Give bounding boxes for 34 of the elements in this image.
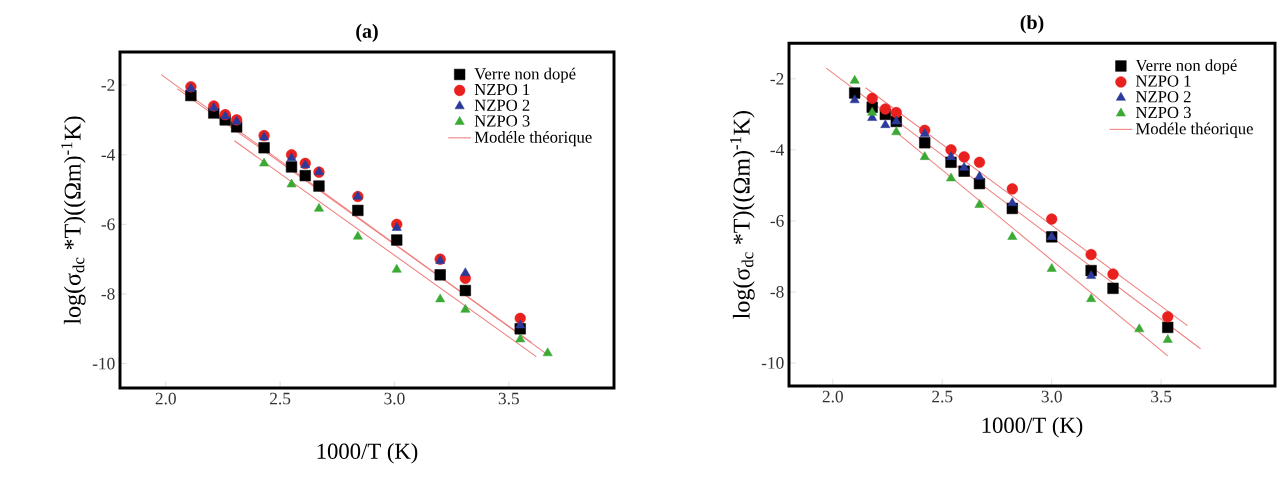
y-axis-title: log(σ$_{dc}$ *T)((Ωm)$^{-1}$K): [730, 111, 755, 319]
y-axis-title: log(σ$_{dc}$ *T)((Ωm)$^{-1}$K): [61, 116, 86, 325]
chart-title: (a): [356, 23, 378, 42]
x-tick-label: 3.5: [1151, 390, 1172, 403]
legend-label: NZPO 2: [474, 99, 530, 111]
y-tick-label: -10: [761, 357, 784, 369]
legend-label: NZPO 1: [1135, 75, 1191, 87]
y-tick-label: -2: [101, 79, 115, 91]
legend-label: NZPO 3: [474, 115, 530, 127]
x-tick-label: 2.5: [932, 390, 953, 403]
y-tick-label: -2: [770, 73, 784, 85]
x-tick-label: 3.5: [498, 392, 519, 405]
x-axis-title: 1000/T (K): [317, 442, 418, 464]
legend-label: Verre non dopé: [474, 67, 576, 83]
legend-label: NZPO 3: [1135, 106, 1191, 119]
x-tick-label: 2.0: [822, 390, 843, 403]
legend-label: NZPO 2: [1135, 91, 1191, 103]
x-tick-label: 3.0: [384, 392, 405, 405]
legend-label: Modéle théorique: [474, 131, 592, 147]
y-tick-label: -6: [770, 215, 784, 227]
x-axis-title: 1000/T (K): [982, 416, 1083, 438]
y-tick-label: -4: [770, 144, 785, 156]
x-tick-label: 2.5: [270, 392, 291, 405]
y-tick-label: -4: [101, 149, 116, 161]
legend-label: Modéle théorique: [1135, 122, 1253, 138]
chart-title: (b): [1020, 15, 1044, 34]
y-tick-label: -10: [92, 357, 115, 370]
y-tick-label: -8: [770, 286, 784, 298]
y-tick-label: -6: [101, 218, 115, 231]
legend-label: Verre non dopé: [1135, 59, 1237, 75]
x-tick-label: 3.0: [1041, 390, 1062, 403]
x-tick-label: 2.0: [155, 392, 176, 405]
y-tick-label: -8: [101, 288, 115, 300]
legend-label: NZPO 1: [474, 83, 530, 96]
